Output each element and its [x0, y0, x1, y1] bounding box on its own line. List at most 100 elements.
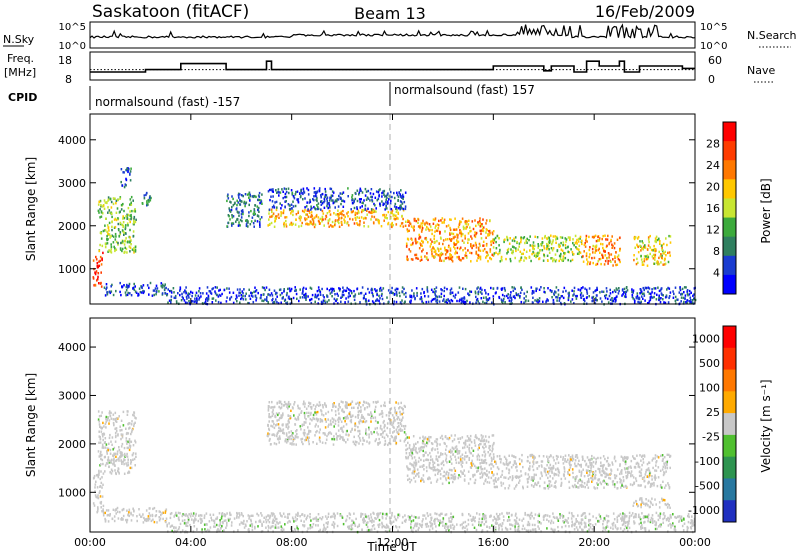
echo-cell	[98, 435, 101, 438]
echo-cell	[456, 239, 458, 242]
echo-cell	[607, 252, 610, 255]
echo-cell	[406, 258, 409, 262]
echo-cell	[98, 423, 101, 426]
echo-cell	[591, 256, 593, 260]
echo-cell	[458, 286, 461, 289]
echo-cell	[453, 472, 456, 476]
echo-cell	[121, 462, 123, 465]
echo-cell	[287, 400, 290, 404]
echo-cell	[402, 408, 404, 411]
echo-cell	[545, 473, 548, 477]
echo-cell	[469, 251, 471, 254]
echo-cell	[648, 469, 651, 472]
echo-cell	[258, 198, 261, 202]
echo-cell	[115, 420, 118, 423]
echo-cell	[576, 294, 578, 298]
echo-cell	[557, 244, 560, 247]
echo-cell	[431, 228, 433, 232]
echo-cell	[118, 228, 120, 232]
echo-cell	[548, 485, 551, 488]
echo-cell	[425, 458, 427, 462]
echo-cell	[573, 286, 576, 290]
echo-cell	[550, 467, 552, 470]
echo-cell	[429, 466, 432, 470]
echo-cell	[394, 409, 396, 412]
echo-cell	[405, 444, 407, 447]
echo-cell	[164, 283, 166, 286]
echo-cell	[347, 433, 350, 437]
echo-cell	[118, 448, 121, 452]
echo-cell	[100, 232, 102, 235]
echo-cell	[254, 290, 257, 293]
echo-cell	[108, 422, 110, 425]
echo-cell	[437, 248, 440, 251]
echo-cell	[585, 252, 588, 255]
echo-cell	[110, 472, 113, 475]
echo-cell	[475, 224, 477, 228]
echo-cell	[218, 293, 221, 297]
echo-cell	[333, 418, 335, 421]
echo-cell	[578, 464, 581, 467]
echo-cell	[285, 432, 288, 435]
echo-cell	[583, 299, 586, 303]
echo-cell	[500, 481, 502, 484]
echo-cell	[631, 483, 634, 487]
echo-cell	[305, 222, 307, 226]
echo-cell	[546, 254, 549, 257]
echo-cell	[399, 200, 402, 203]
echo-cell	[533, 290, 535, 293]
echo-cell	[248, 191, 251, 194]
echo-cell	[411, 238, 413, 241]
echo-cell	[134, 290, 137, 293]
echo-cell	[463, 458, 466, 461]
echo-cell	[150, 196, 152, 200]
echo-cell	[299, 288, 301, 291]
echo-cell	[482, 240, 485, 243]
echo-cell	[481, 461, 483, 464]
echo-cell	[589, 246, 591, 249]
echo-cell	[325, 420, 327, 423]
echo-cell	[362, 420, 365, 423]
echo-cell	[425, 236, 427, 240]
echo-cell	[459, 455, 462, 458]
echo-cell	[611, 461, 613, 464]
echo-cell	[269, 222, 271, 226]
echo-cell	[485, 462, 488, 465]
echo-cell	[427, 437, 430, 441]
echo-cell	[385, 198, 387, 201]
echo-cell	[358, 422, 361, 425]
echo-cell	[410, 463, 413, 466]
echo-cell	[553, 292, 555, 295]
echo-cell	[306, 436, 309, 439]
echo-cell	[287, 425, 290, 429]
echo-cell	[362, 415, 364, 419]
echo-cell	[616, 468, 619, 471]
echo-cell	[435, 438, 438, 441]
echo-cell	[112, 293, 115, 297]
echo-cell	[311, 218, 314, 221]
echo-cell	[351, 291, 353, 295]
echo-cell	[364, 204, 367, 207]
echo-cell	[458, 255, 460, 259]
echo-cell	[416, 468, 419, 471]
echo-cell	[366, 440, 368, 443]
echo-cell	[142, 289, 144, 293]
echo-cell	[636, 257, 638, 261]
nave-tick-top: 60	[708, 54, 722, 67]
echo-cell	[480, 237, 483, 240]
echo-cell	[267, 423, 269, 427]
echo-cell	[282, 190, 284, 193]
echo-cell	[94, 271, 96, 274]
echo-cell	[464, 287, 467, 291]
echo-cell	[411, 472, 414, 475]
echo-cell	[104, 422, 107, 426]
echo-cell	[658, 250, 660, 254]
echo-cell	[238, 196, 240, 199]
echo-cell	[597, 483, 599, 486]
echo-cell	[595, 294, 598, 297]
echo-cell	[426, 441, 428, 444]
echo-cell	[344, 406, 347, 409]
echo-cell	[420, 239, 423, 243]
echo-cell	[122, 410, 125, 414]
echo-cell	[624, 462, 627, 466]
